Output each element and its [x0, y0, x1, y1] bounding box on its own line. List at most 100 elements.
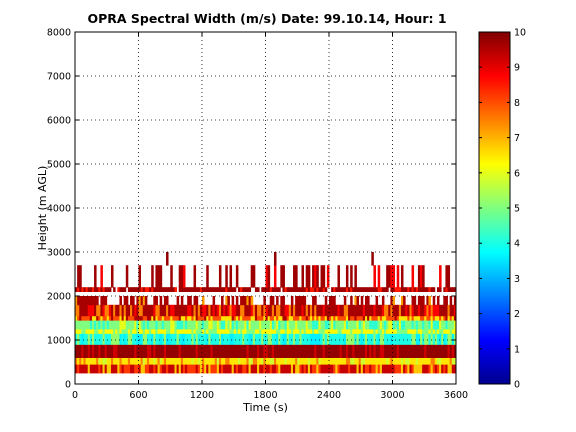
- heatmap-cell: [369, 364, 372, 374]
- heatmap-cell: [102, 357, 106, 365]
- y-tick-label: 4000: [47, 204, 71, 215]
- heatmap-cell: [244, 320, 247, 330]
- heatmap-cell: [318, 320, 321, 330]
- heatmap-cell: [261, 287, 264, 292]
- heatmap-cell: [335, 344, 338, 358]
- heatmap-cell: [381, 329, 385, 334]
- heatmap-cell: [79, 296, 82, 306]
- colorbar-tick-label: 9: [514, 63, 520, 74]
- heatmap-cell: [362, 344, 366, 358]
- heatmap-cell: [144, 364, 148, 374]
- heatmap-cell: [110, 329, 114, 334]
- heatmap-cell: [96, 320, 99, 330]
- heatmap-cell: [79, 333, 82, 345]
- heatmap-cell: [259, 364, 262, 374]
- heatmap-cell: [337, 287, 340, 292]
- heatmap-cell: [265, 320, 269, 330]
- heatmap-cell: [212, 329, 216, 334]
- heatmap-cell: [136, 333, 139, 345]
- heatmap-cell: [223, 315, 226, 321]
- colorbar-tick-label: 5: [514, 204, 520, 215]
- heatmap-cell: [75, 315, 78, 321]
- heatmap-cell: [415, 344, 419, 358]
- heatmap-cell: [235, 315, 239, 321]
- heatmap-cell: [263, 320, 266, 330]
- heatmap-cell: [333, 296, 336, 306]
- heatmap-cell: [424, 329, 427, 334]
- heatmap-cell: [121, 329, 125, 334]
- heatmap-cell: [314, 315, 317, 321]
- heatmap-cell: [151, 329, 154, 334]
- heatmap-cell: [223, 344, 226, 358]
- heatmap-cell: [367, 344, 370, 358]
- heatmap-cell: [360, 304, 364, 317]
- heatmap-cell: [309, 320, 313, 330]
- heatmap-cell: [324, 333, 328, 345]
- heatmap-cell: [441, 329, 444, 334]
- heatmap-cell: [373, 287, 376, 292]
- heatmap-cell: [85, 296, 89, 306]
- heatmap-cell: [77, 287, 80, 292]
- heatmap-cell: [345, 287, 349, 292]
- heatmap-cell: [113, 287, 116, 292]
- heatmap-cell: [316, 364, 319, 374]
- heatmap-cell: [151, 315, 154, 321]
- heatmap-cell: [451, 333, 455, 345]
- heatmap-cell: [362, 364, 366, 374]
- heatmap-cell: [189, 364, 192, 374]
- heatmap-cell: [189, 287, 192, 292]
- heatmap-cell: [223, 364, 226, 374]
- heatmap-cell: [324, 364, 328, 374]
- heatmap-cell: [436, 329, 440, 334]
- heatmap-cell: [348, 329, 351, 334]
- heatmap-cell: [248, 333, 252, 345]
- heatmap-cell: [244, 315, 247, 321]
- heatmap-cell: [237, 344, 241, 358]
- heatmap-cell: [453, 320, 457, 330]
- heatmap-cell: [362, 357, 366, 365]
- colorbar-tick-label: 10: [514, 28, 526, 39]
- heatmap-cell: [81, 315, 84, 321]
- heatmap-cell: [451, 364, 455, 374]
- heatmap-cell: [381, 304, 385, 317]
- heatmap-cell: [295, 333, 298, 345]
- heatmap-cell: [324, 315, 328, 321]
- heatmap-cell: [413, 344, 417, 358]
- heatmap-cell: [79, 357, 82, 365]
- heatmap-cell: [182, 287, 186, 292]
- heatmap-cell: [218, 320, 222, 330]
- heatmap-cell: [242, 304, 245, 317]
- heatmap-cell: [303, 320, 307, 330]
- heatmap-cell: [102, 287, 106, 292]
- heatmap-cell: [424, 333, 427, 345]
- heatmap-cell: [426, 344, 429, 358]
- heatmap-cell: [335, 357, 338, 365]
- colorbar-tick-label: 3: [514, 274, 520, 285]
- heatmap-cell: [134, 320, 137, 330]
- heatmap-cell: [130, 315, 133, 321]
- heatmap-cell: [392, 296, 396, 306]
- heatmap-cell: [102, 304, 106, 317]
- heatmap-cell: [394, 364, 398, 374]
- heatmap-cell: [87, 304, 91, 317]
- heatmap-cell: [280, 265, 283, 288]
- heatmap-cell: [83, 304, 86, 317]
- heatmap-cell: [343, 287, 347, 292]
- heatmap-cell: [318, 333, 321, 345]
- heatmap-cell: [290, 333, 294, 345]
- heatmap-cell: [407, 320, 410, 330]
- heatmap-cell: [305, 304, 309, 317]
- heatmap-cell: [297, 329, 300, 334]
- heatmap-cell: [278, 287, 281, 292]
- heatmap-cell: [79, 364, 82, 374]
- heatmap-area: [75, 252, 457, 374]
- heatmap-cell: [318, 357, 321, 365]
- heatmap-cell: [293, 265, 296, 288]
- heatmap-cell: [312, 296, 315, 306]
- heatmap-cell: [85, 320, 89, 330]
- heatmap-cell: [96, 315, 99, 321]
- heatmap-cell: [170, 320, 173, 330]
- heatmap-cell: [265, 333, 269, 345]
- heatmap-cell: [176, 329, 180, 334]
- heatmap-cell: [303, 357, 307, 365]
